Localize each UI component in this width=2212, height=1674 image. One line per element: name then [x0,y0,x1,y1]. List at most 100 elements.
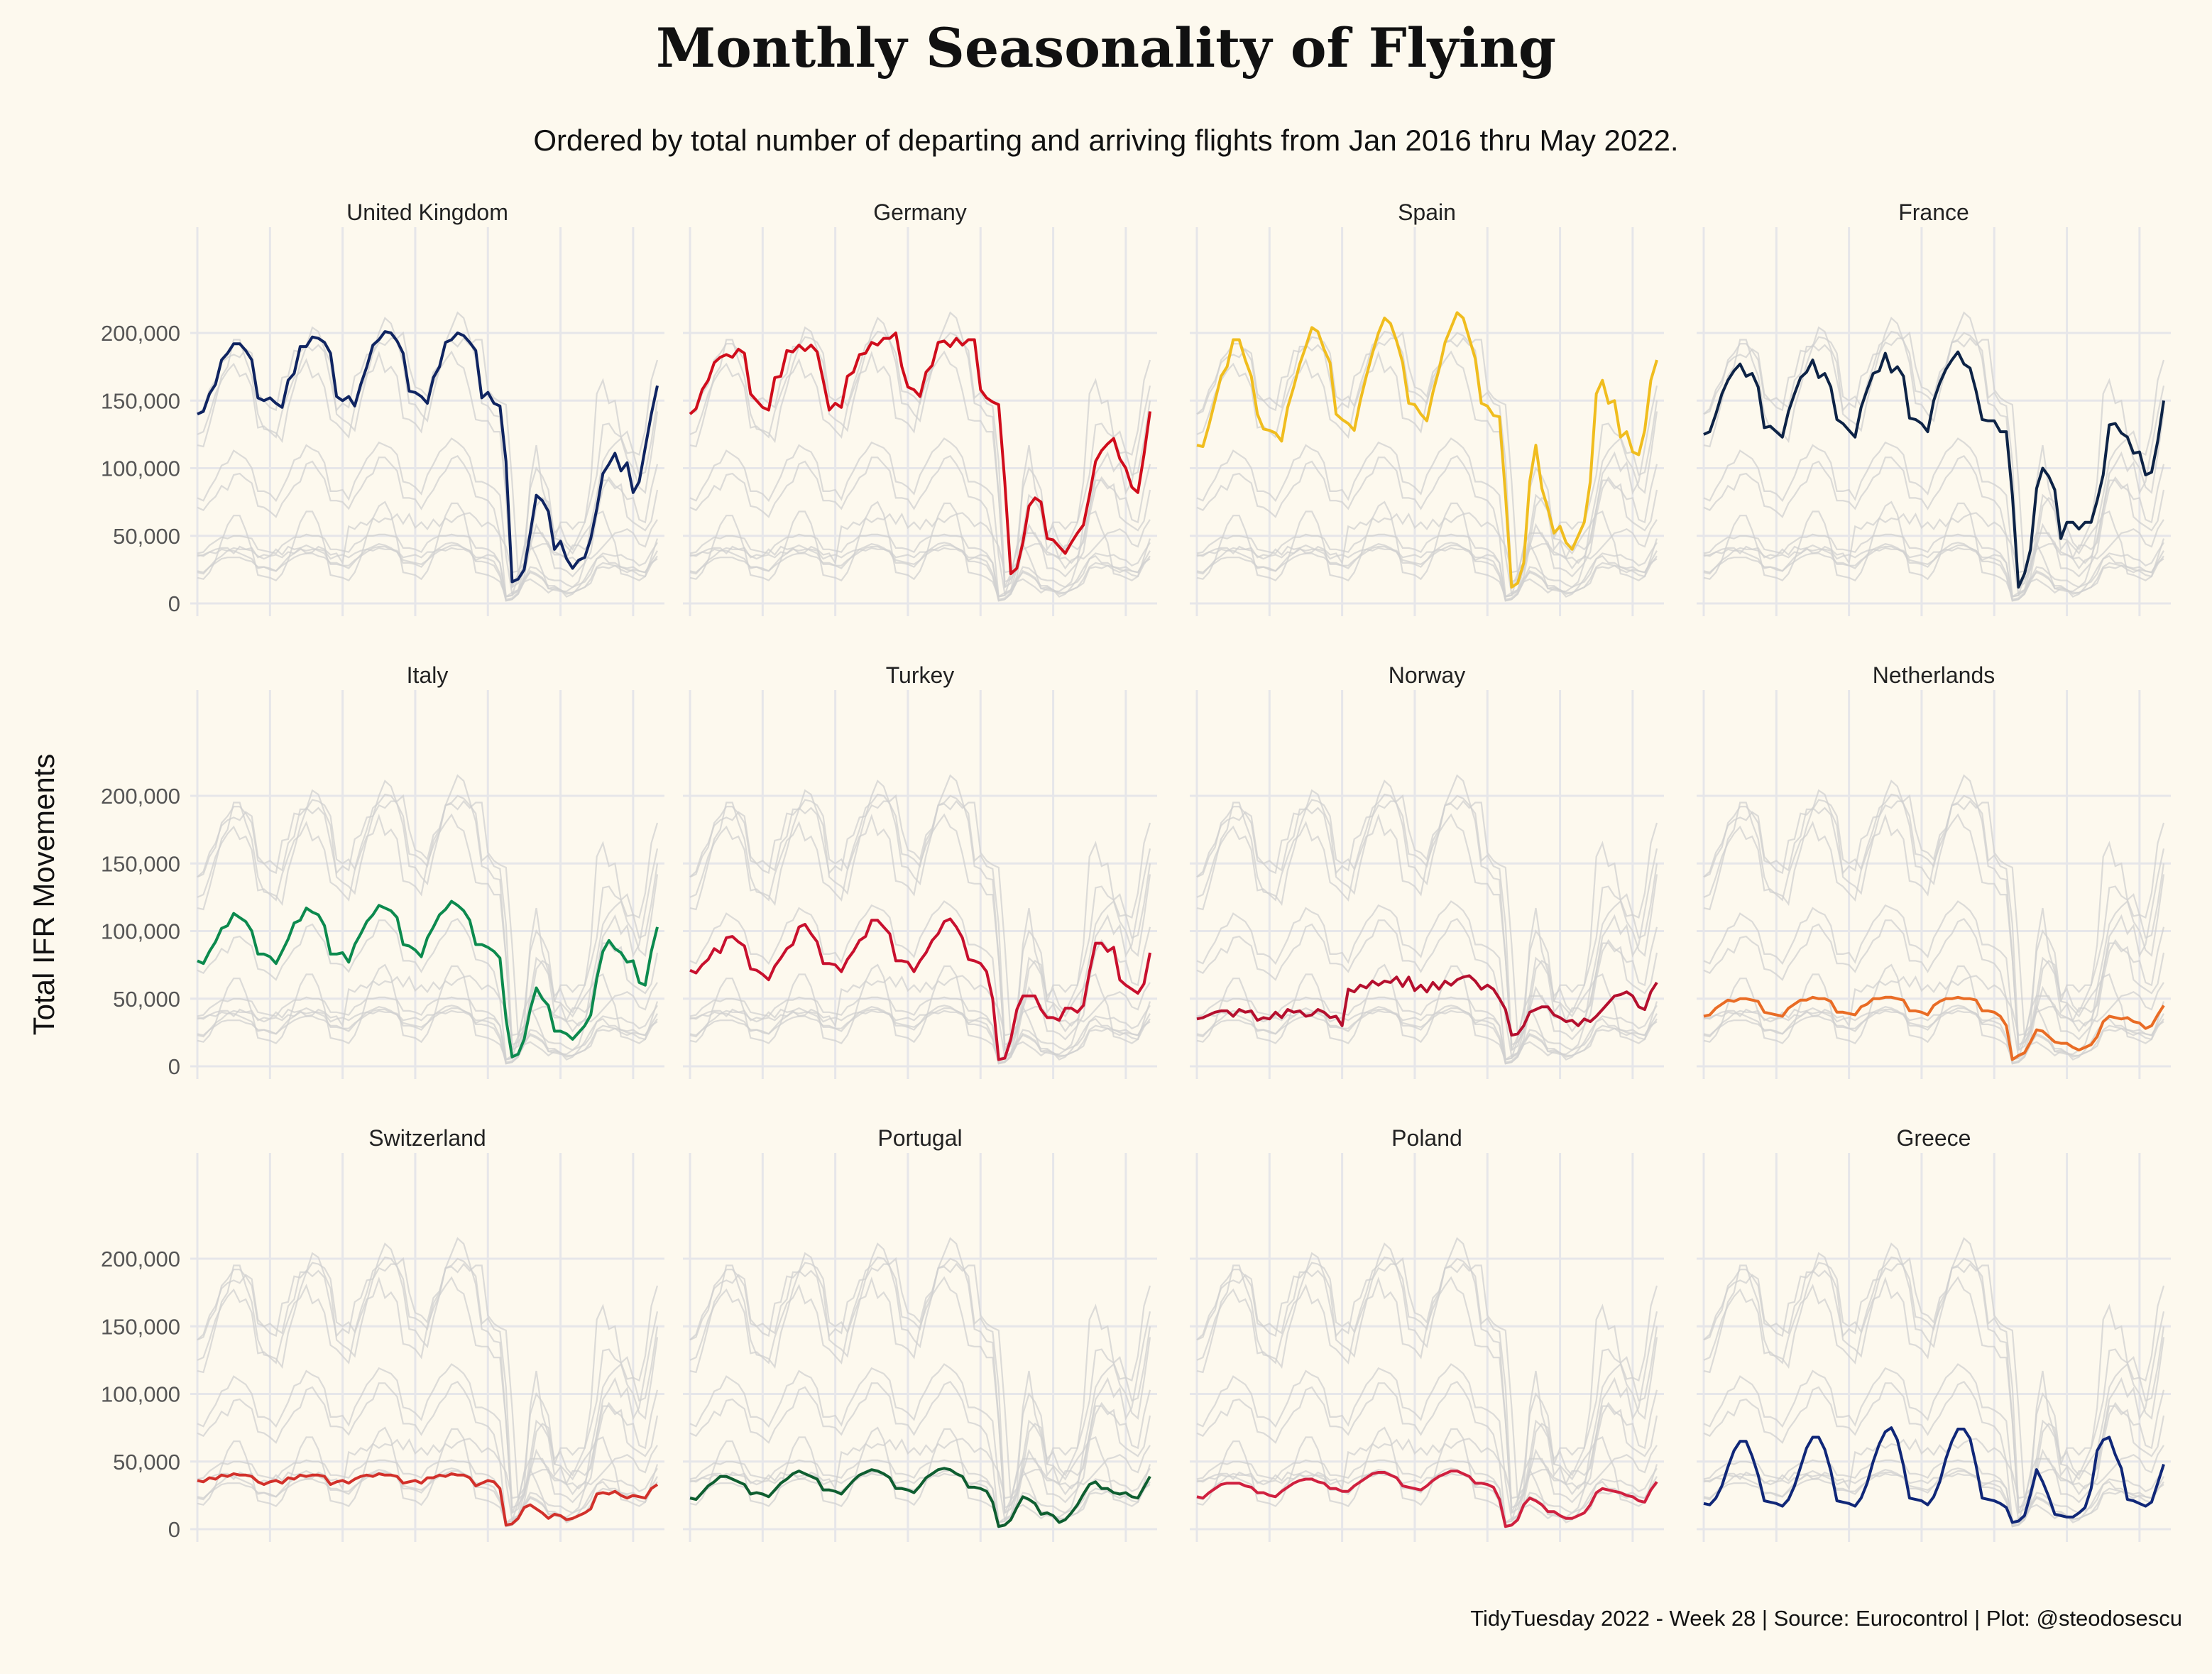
background-series-line [197,963,659,1061]
facet-label: Turkey [886,662,955,688]
series-line-greece [1703,1426,2165,1524]
background-series-line [1703,311,2165,589]
background-series-line [197,437,659,596]
background-series-line [689,1237,1151,1515]
chart-title: Monthly Seasonality of Flying [656,16,1556,80]
y-tick-label: 200,000 [101,784,180,809]
y-tick-label: 100,000 [101,456,180,481]
background-series-line [1703,963,2165,1061]
panel-portugal: Portugal [683,1125,1157,1542]
background-series-line [197,500,659,598]
panel-turkey: Turkey [683,662,1157,1079]
background-series-line [1196,1007,1658,1065]
background-series-line [197,975,658,1036]
background-series-line [1703,1007,2164,1065]
series-line-switzerland [197,1472,659,1527]
background-series-line [1196,455,1658,598]
background-series-line [1196,1257,1658,1501]
background-series-line [689,975,1151,1036]
background-series-line [1703,1438,2164,1499]
series-line-spain [1196,311,1658,589]
background-series-line [197,794,659,1039]
background-series-line [1703,1237,2165,1515]
background-series-line [1703,794,2165,1039]
y-tick-label: 200,000 [101,1247,180,1271]
background-series-line [197,1257,659,1501]
background-series-line [689,437,1151,596]
background-series-line [689,1363,1151,1521]
background-series-line [689,794,1151,1039]
background-series-line [689,1007,1151,1065]
background-series-line [1703,774,2165,1052]
background-series-line [1196,545,1658,602]
background-series-line [1196,794,1658,1039]
y-tick-label: 50,000 [113,987,180,1012]
background-series-line [1196,963,1658,1061]
background-series-line [1196,350,1658,588]
facet-label: Germany [873,199,967,225]
background-series-line [689,350,1151,588]
panel-poland: Poland [1190,1125,1664,1542]
facet-label: Poland [1391,1125,1462,1151]
facet-label: Netherlands [1873,662,1995,688]
background-series-line [1196,1237,1658,1515]
background-series-line [1703,1470,2164,1528]
facet-label: Switzerland [368,1125,486,1151]
background-series-line [197,311,659,589]
facet-label: Greece [1897,1125,1971,1151]
background-series-line [197,1007,658,1065]
panel-united-kingdom: 0 50,000 100,000 150,000 200,000 United Kingd… [101,199,664,616]
y-tick-label: 50,000 [113,524,180,549]
y-tick-label: 150,000 [101,388,180,413]
background-series-line [1703,918,2165,1061]
background-series-line [689,455,1151,598]
background-series-line [1703,545,2164,602]
y-tick-label: 100,000 [101,919,180,944]
background-series-line [1196,1381,1658,1523]
background-series-line [1196,900,1658,1058]
background-series-line [1196,1276,1658,1514]
panel-greece: Greece [1697,1125,2171,1542]
background-series-line [197,813,659,1051]
background-series-line [1703,512,2164,574]
y-tick-label: 200,000 [101,321,180,346]
facet-label: Portugal [877,1125,962,1151]
panel-france: France [1697,199,2171,616]
panel-italy: 0 50,000 100,000 150,000 200,000 Italy [101,662,664,1079]
background-series-line [1196,918,1658,1061]
background-series-line [197,545,658,602]
background-series-line [689,813,1151,1051]
background-series-line [1703,813,2165,1051]
background-series-line [1196,437,1658,596]
background-series-line [689,500,1151,598]
chart-subtitle: Ordered by total number of departing and… [533,124,1678,157]
background-series-line [197,774,659,1052]
background-series-line [1196,331,1658,576]
background-series-line [1196,1426,1658,1523]
background-series-line [689,1381,1151,1523]
background-series-line [1703,500,2165,598]
facet-panels: 0 50,000 100,000 150,000 200,000 United Kingd… [101,199,2171,1542]
background-series-line [1703,455,2165,598]
background-series-line [1703,1276,2165,1514]
background-series-line [197,331,659,576]
facet-label: United Kingdom [346,199,508,225]
series-line-germany [689,332,1151,576]
background-series-line [197,1381,659,1523]
background-series-line [197,1363,659,1521]
background-series-line [197,918,659,1061]
background-series-line [1196,1363,1658,1521]
panel-switzerland: 0 50,000 100,000 150,000 200,000 Switzerland [101,1125,664,1542]
background-series-line [1703,1363,2165,1521]
background-series-line [1196,512,1658,574]
y-tick-label: 150,000 [101,1314,180,1339]
background-series-line [689,1257,1151,1501]
y-tick-label: 0 [168,591,180,616]
facet-label: Italy [407,662,449,688]
series-line-portugal [689,1467,1151,1528]
background-series-line [689,1426,1151,1523]
facet-label: France [1898,199,1969,225]
background-series-line [197,1276,659,1514]
series-line-netherlands [1703,995,2165,1061]
